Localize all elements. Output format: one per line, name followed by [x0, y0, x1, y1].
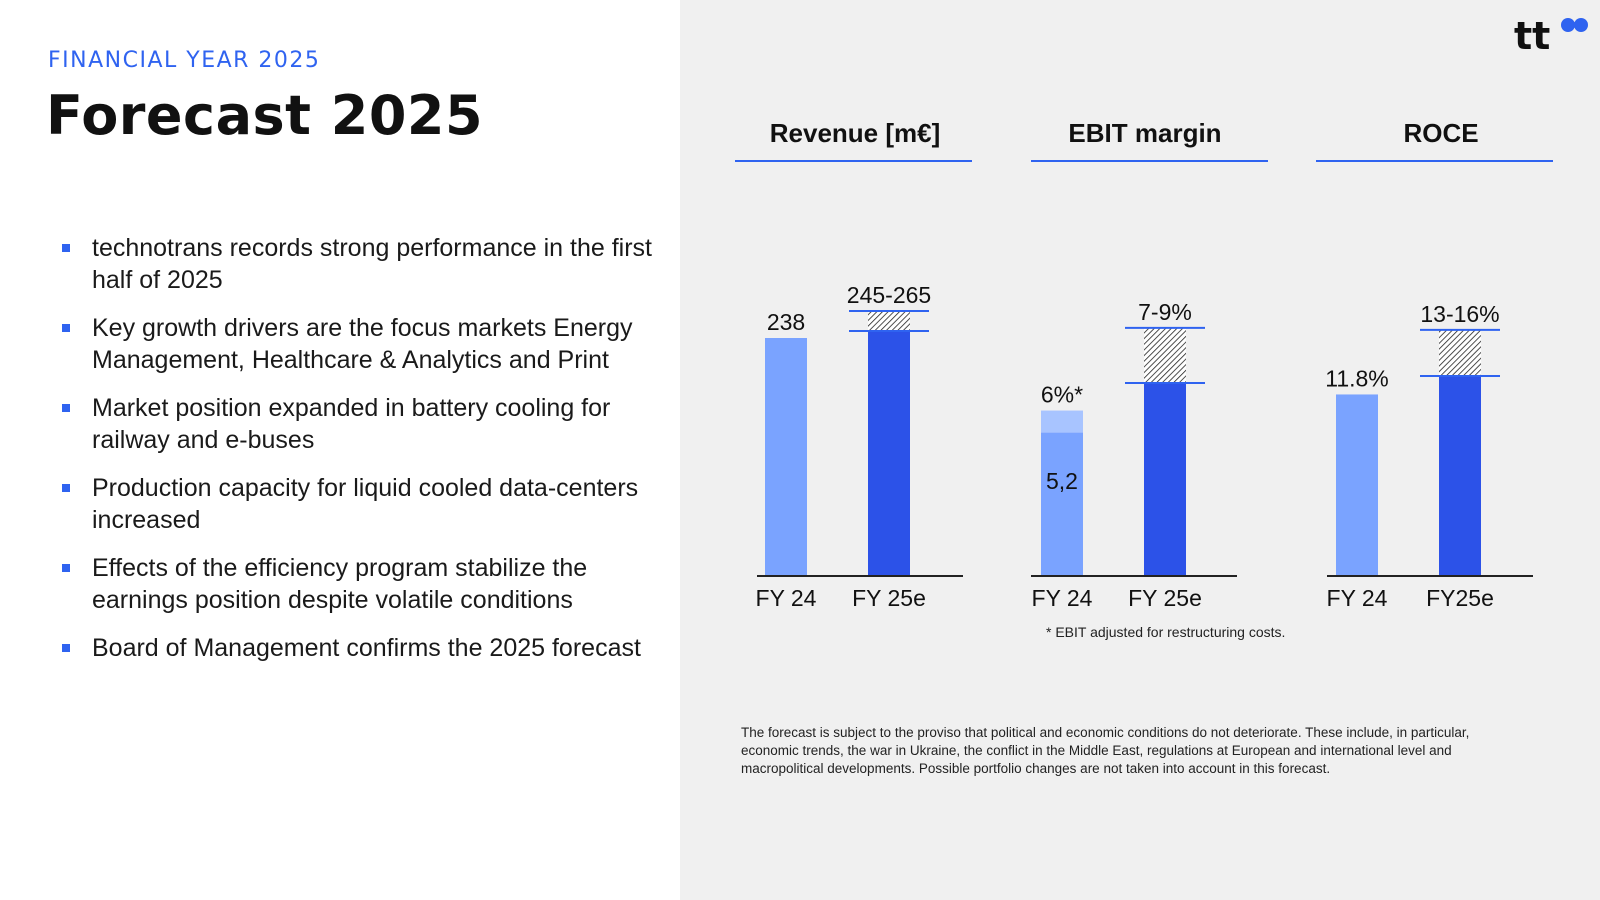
bar-fy24 [1041, 432, 1083, 576]
x-tick-label: FY 25e [852, 585, 926, 611]
x-tick-label: FY 25e [1128, 585, 1202, 611]
bullet-text: Key growth drivers are the focus markets… [92, 314, 633, 374]
bar-value-label: 245-265 [847, 282, 931, 308]
bullet-square-icon [62, 644, 70, 652]
chart-title: Revenue [m€] [770, 118, 941, 148]
left-panel: FINANCIAL YEAR 2025 Forecast 2025 techno… [0, 0, 680, 900]
chart-title: EBIT margin [1068, 118, 1221, 148]
bar-value-label: 6%* [1041, 382, 1083, 408]
bullet-square-icon [62, 324, 70, 332]
bullet-list: technotrans records strong performance i… [62, 232, 670, 680]
infinity-logo-icon [1561, 18, 1588, 32]
bar-fy25 [1439, 376, 1481, 576]
range-hatch [1439, 329, 1481, 376]
bullet-item: Market position expanded in battery cool… [62, 392, 670, 456]
section-eyebrow: FINANCIAL YEAR 2025 [48, 48, 321, 73]
x-tick-label: FY 24 [756, 585, 817, 611]
bullet-text: Effects of the efficiency program stabil… [92, 554, 588, 614]
range-hatch [868, 311, 910, 331]
bullet-square-icon [62, 404, 70, 412]
chart-title: ROCE [1403, 118, 1478, 148]
bullet-item: Board of Management confirms the 2025 fo… [62, 632, 670, 664]
bullet-square-icon [62, 244, 70, 252]
company-logo: tt [1514, 14, 1588, 56]
footnote: * EBIT adjusted for restructuring costs. [1046, 624, 1286, 640]
bar-value-label: 238 [767, 309, 805, 335]
x-tick-label: FY 24 [1327, 585, 1388, 611]
bullet-text: Market position expanded in battery cool… [92, 394, 611, 454]
bullet-item: Key growth drivers are the focus markets… [62, 312, 670, 376]
disclaimer-text: The forecast is subject to the proviso t… [741, 725, 1470, 776]
x-tick-label: FY 24 [1032, 585, 1093, 611]
bar-fy25 [1144, 382, 1186, 576]
bar-fy25 [868, 331, 910, 576]
bullet-text: Production capacity for liquid cooled da… [92, 474, 639, 534]
bullet-item: Effects of the efficiency program stabil… [62, 552, 670, 616]
bar-value-label: 7-9% [1138, 299, 1192, 325]
bullet-item: technotrans records strong performance i… [62, 232, 670, 296]
range-hatch [1144, 327, 1186, 383]
bar-inner-label: 5,2 [1046, 468, 1078, 494]
bullet-item: Production capacity for liquid cooled da… [62, 472, 670, 536]
bullet-text: technotrans records strong performance i… [92, 234, 652, 294]
logo-text: tt [1514, 14, 1550, 56]
page-title: Forecast 2025 [46, 84, 484, 147]
bar-fy24 [1336, 394, 1378, 576]
bullet-square-icon [62, 484, 70, 492]
bullet-square-icon [62, 564, 70, 572]
x-tick-label: FY25e [1426, 585, 1494, 611]
bar-value-label: 11.8% [1325, 365, 1389, 391]
bar-value-label: 13-16% [1420, 301, 1499, 327]
bar-adjustment-segment [1041, 410, 1083, 433]
bullet-text: Board of Management confirms the 2025 fo… [92, 634, 641, 662]
bar-fy24 [765, 338, 807, 576]
